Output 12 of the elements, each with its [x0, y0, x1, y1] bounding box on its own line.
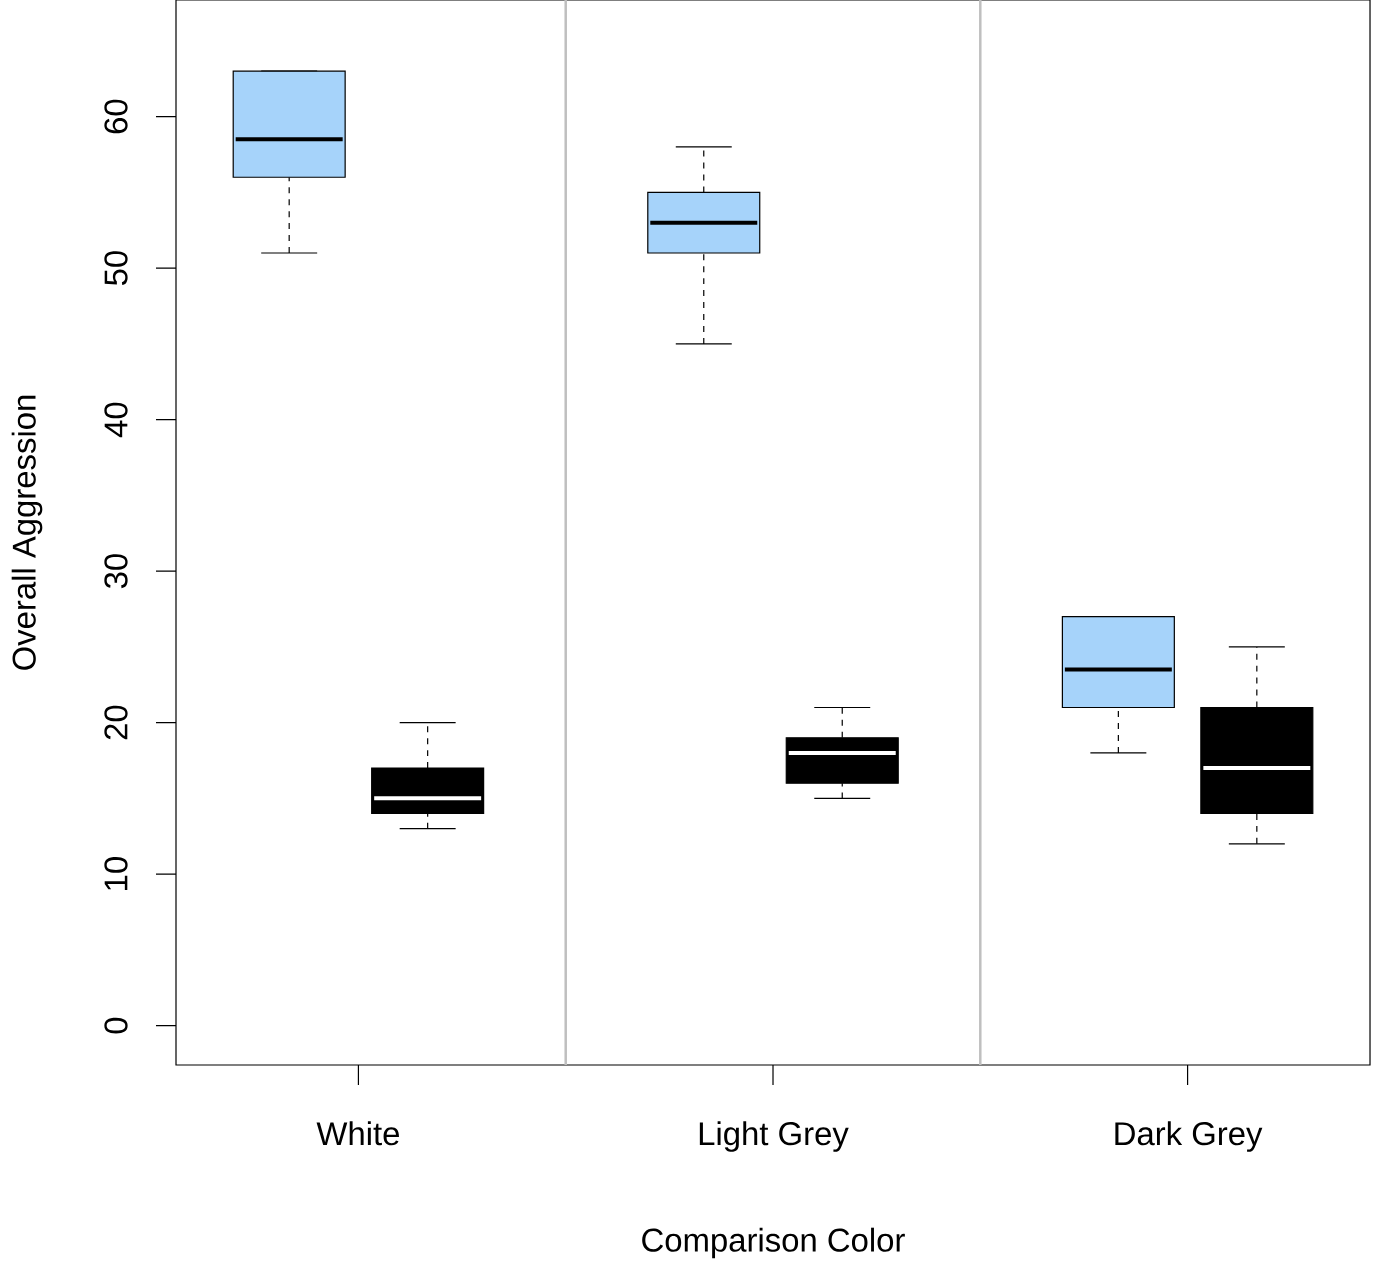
y-axis-title: Overall Aggression: [11, 395, 43, 670]
y-tick-label: 20: [104, 705, 128, 740]
x-tick-label: White: [316, 1121, 399, 1146]
y-tick-label: 60: [104, 99, 128, 134]
y-tick-label: 10: [104, 857, 128, 890]
y-tick-label: 30: [104, 554, 128, 589]
x-tick-label: Light Grey: [699, 1121, 849, 1152]
y-tick-label: 0: [104, 1017, 128, 1034]
y-tick-label: 50: [104, 251, 128, 286]
y-tick-label: 40: [104, 402, 128, 438]
x-tick-label: Dark Grey: [1115, 1121, 1263, 1152]
x-axis-title: Comparison Color: [642, 1227, 905, 1259]
